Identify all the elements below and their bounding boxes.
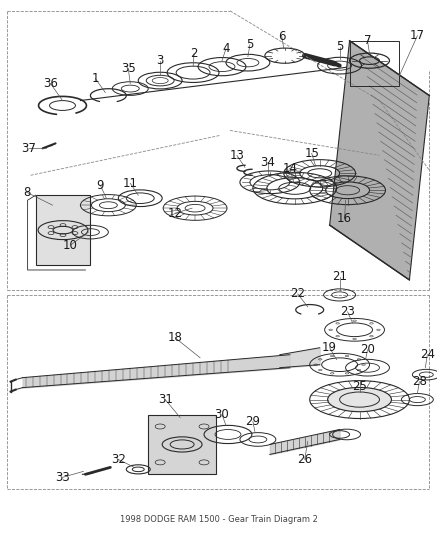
Text: 11: 11 [123,177,138,190]
Polygon shape [148,415,216,474]
Polygon shape [330,41,429,280]
Text: 6: 6 [278,30,286,43]
Text: 17: 17 [410,29,425,42]
Text: 35: 35 [121,62,136,75]
Text: 31: 31 [158,393,173,406]
Text: 4: 4 [222,42,230,55]
Text: 21: 21 [332,270,347,284]
Text: 5: 5 [336,40,343,53]
Text: 5: 5 [246,38,254,51]
Text: 29: 29 [245,415,261,428]
Text: 25: 25 [352,380,367,393]
Text: 18: 18 [168,332,183,344]
Text: 34: 34 [261,156,275,169]
Text: 3: 3 [156,54,164,67]
Text: 13: 13 [230,149,244,162]
Text: 1998 DODGE RAM 1500 - Gear Train Diagram 2: 1998 DODGE RAM 1500 - Gear Train Diagram… [120,515,318,524]
Text: 12: 12 [168,207,183,220]
Text: 7: 7 [364,34,371,47]
Text: 16: 16 [337,212,352,224]
Text: 23: 23 [340,305,355,318]
Text: 10: 10 [63,239,78,252]
Text: 24: 24 [420,348,435,361]
Text: 22: 22 [290,287,305,301]
Text: 37: 37 [21,142,36,155]
Text: 19: 19 [322,341,337,354]
Text: 28: 28 [412,375,427,388]
Text: 1: 1 [92,72,99,85]
Text: 32: 32 [111,453,126,466]
Text: 2: 2 [191,47,198,60]
Text: 8: 8 [23,185,30,199]
Text: 9: 9 [97,179,104,192]
Text: 14: 14 [282,162,297,175]
Polygon shape [35,195,90,265]
Text: 20: 20 [360,343,375,356]
Text: 33: 33 [55,471,70,484]
Text: 15: 15 [304,147,319,160]
Text: 30: 30 [215,408,230,421]
Text: 26: 26 [297,453,312,466]
Text: 36: 36 [43,77,58,90]
Polygon shape [328,387,392,411]
